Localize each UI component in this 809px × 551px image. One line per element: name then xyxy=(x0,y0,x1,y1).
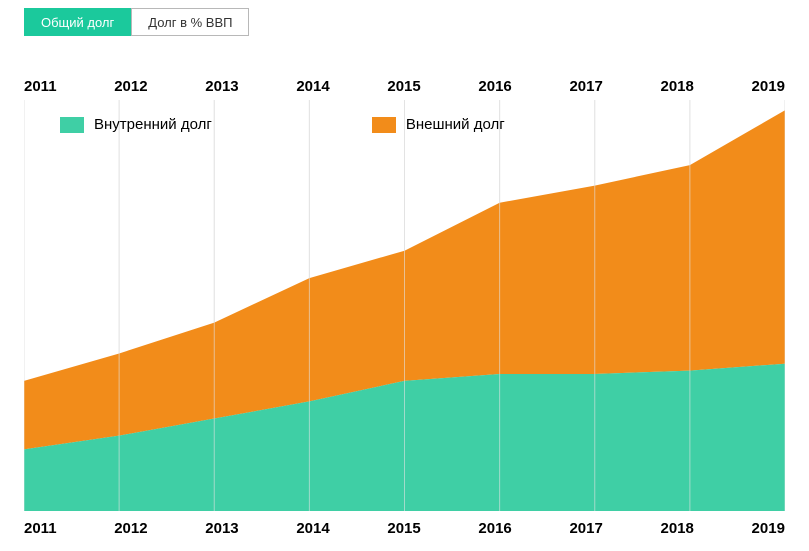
legend-swatch-series2 xyxy=(372,117,396,133)
axis-top: 2011 2012 2013 2014 2015 2016 2017 2018 2019 xyxy=(24,78,785,95)
axis-year-label: 2013 xyxy=(205,520,238,537)
legend-swatch-series1 xyxy=(60,117,84,133)
legend: Внутренний долг Внешний долг xyxy=(60,116,505,133)
chart-plot xyxy=(24,100,785,511)
tab-group: Общий долг Долг в % ВВП xyxy=(24,8,249,36)
axis-year-label: 2017 xyxy=(569,520,602,537)
axis-year-label: 2019 xyxy=(752,520,785,537)
axis-year-label: 2014 xyxy=(296,520,329,537)
axis-year-label: 2015 xyxy=(387,520,420,537)
axis-year-label: 2015 xyxy=(387,78,420,95)
axis-year-label: 2016 xyxy=(478,520,511,537)
axis-year-label: 2018 xyxy=(661,78,694,95)
axis-year-label: 2013 xyxy=(205,78,238,95)
axis-year-label: 2019 xyxy=(752,78,785,95)
axis-year-label: 2011 xyxy=(24,520,57,537)
legend-item-series1: Внутренний долг xyxy=(60,116,212,133)
axis-year-label: 2018 xyxy=(661,520,694,537)
axis-year-label: 2014 xyxy=(296,78,329,95)
axis-year-label: 2016 xyxy=(478,78,511,95)
axis-year-label: 2017 xyxy=(569,78,602,95)
axis-year-label: 2012 xyxy=(114,78,147,95)
chart-svg xyxy=(24,100,785,511)
axis-year-label: 2012 xyxy=(114,520,147,537)
legend-item-series2: Внешний долг xyxy=(372,116,505,133)
tab-total-debt[interactable]: Общий долг xyxy=(24,8,131,36)
legend-label-series1: Внутренний долг xyxy=(94,116,212,133)
legend-label-series2: Внешний долг xyxy=(406,116,505,133)
axis-bottom: 2011 2012 2013 2014 2015 2016 2017 2018 2019 xyxy=(24,520,785,537)
axis-year-label: 2011 xyxy=(24,78,57,95)
tab-debt-gdp[interactable]: Долг в % ВВП xyxy=(131,8,249,36)
